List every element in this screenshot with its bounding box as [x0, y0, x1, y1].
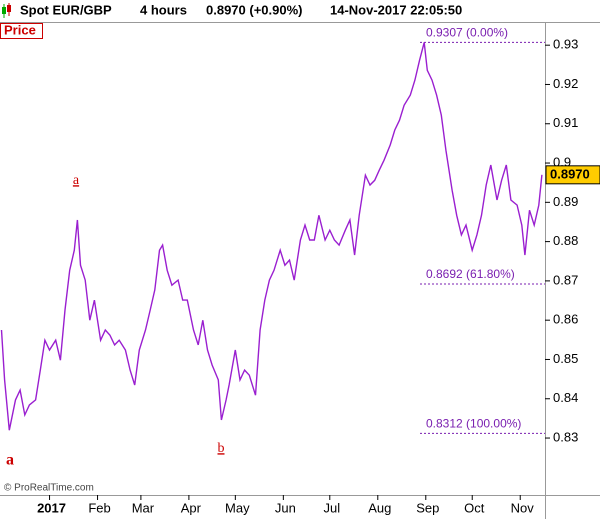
- x-tick-label: Apr: [181, 500, 202, 515]
- timestamp: 14-Nov-2017 22:05:50: [330, 2, 462, 17]
- y-tick-label: 0.84: [553, 390, 578, 405]
- y-tick-label: 0.91: [553, 115, 578, 130]
- wave-label: a: [73, 173, 80, 188]
- y-tick-label: 0.93: [553, 37, 578, 52]
- panel-label-box: [0, 23, 43, 39]
- x-tick-label: Jul: [323, 500, 340, 515]
- y-tick-label: 0.89: [553, 194, 578, 209]
- source: © ProRealTime.com: [4, 483, 94, 494]
- level-label: 0.8692 (61.80%): [426, 267, 515, 281]
- x-tick-label: Aug: [368, 500, 391, 515]
- x-tick-label: Feb: [88, 500, 110, 515]
- x-tick-label: Jun: [275, 500, 296, 515]
- y-tick-label: 0.85: [553, 351, 578, 366]
- panel-label: Price: [4, 22, 36, 37]
- level-label: 0.9307 (0.00%): [426, 26, 508, 40]
- last-price-label: 0.8970: [550, 166, 590, 181]
- quote: 0.8970 (+0.90%): [206, 2, 302, 17]
- wave-label: b: [218, 441, 225, 456]
- period: 4 hours: [140, 2, 187, 17]
- x-tick-label: 2017: [37, 500, 66, 515]
- x-tick-label: May: [225, 500, 250, 515]
- x-tick-label: Nov: [511, 500, 535, 515]
- y-tick-label: 0.86: [553, 312, 578, 327]
- x-tick-label: Sep: [416, 500, 439, 515]
- symbol: Spot EUR/GBP: [20, 2, 112, 17]
- x-tick-label: Mar: [132, 500, 155, 515]
- y-tick-label: 0.83: [553, 429, 578, 444]
- y-tick-label: 0.88: [553, 233, 578, 248]
- price-line: [0, 42, 543, 431]
- y-tick-label: 0.87: [553, 272, 578, 287]
- last-price-box: [545, 165, 600, 185]
- y-tick-label: 0.92: [553, 76, 578, 91]
- level-label: 0.8312 (100.00%): [426, 416, 521, 430]
- x-tick-label: Oct: [464, 500, 485, 515]
- header-icon: [2, 3, 11, 18]
- wave-label: a: [6, 452, 14, 469]
